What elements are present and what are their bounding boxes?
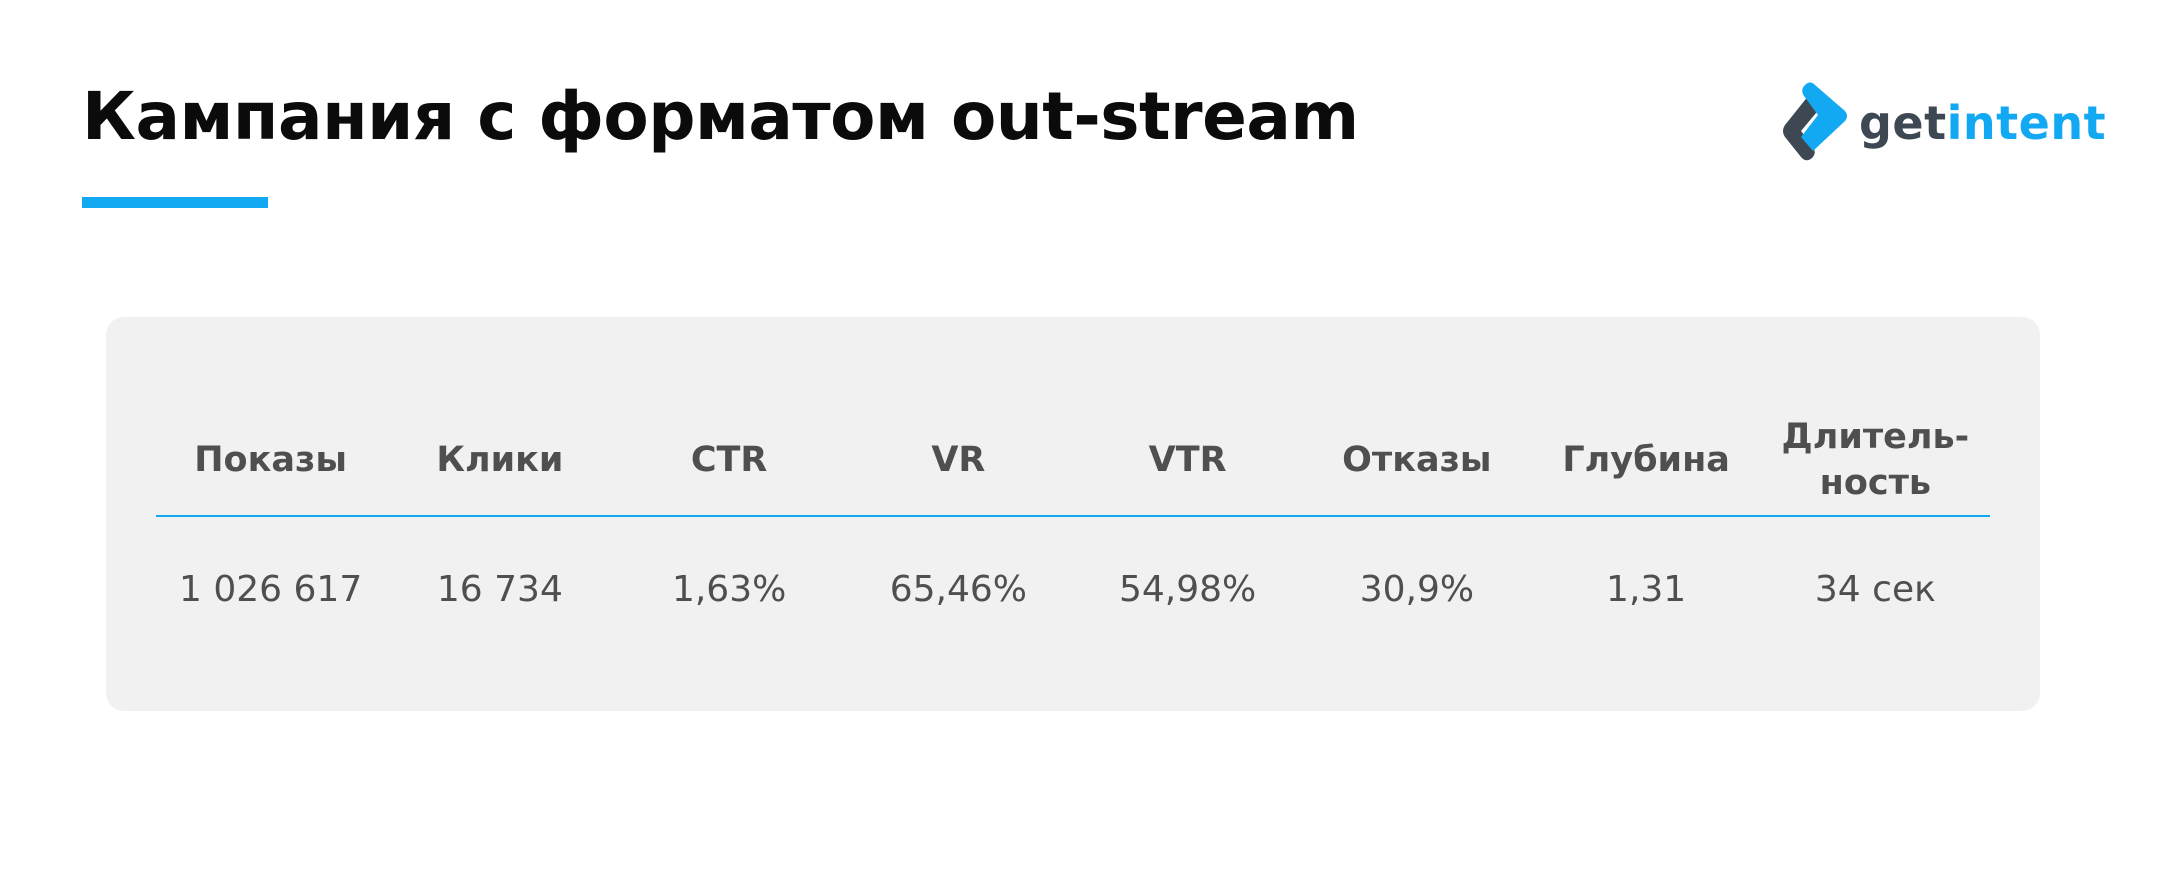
header-line: VR [931,440,986,480]
value-vr: 65,46% [889,569,1028,610]
metrics-panel: Показы Клики CTR VR VTR Отказы Глубина Д… [106,317,2040,711]
logo-text-intent: intent [1946,95,2107,150]
header-ctr: CTR [615,437,844,483]
header-depth: Глубина [1532,437,1761,483]
header-line: Показы [194,440,347,480]
header-line: CTR [690,440,768,480]
header-duration: Длитель- ность [1761,414,1990,506]
value-vtr: 54,98% [1118,569,1257,610]
value-duration: 34 сек [1814,569,1936,610]
header-line: ность [1819,463,1932,503]
page-title: Кампания с форматом out-stream [82,78,1359,155]
logo-wordmark: getintent [1859,93,2106,153]
value-bounces: 30,9% [1359,569,1475,610]
title-underline [82,197,268,208]
header-clicks: Клики [385,437,614,483]
header-divider [156,515,1990,517]
header-line: Глубина [1562,440,1730,480]
header-bounces: Отказы [1302,437,1531,483]
header-vtr: VTR [1073,437,1302,483]
header-shows: Показы [156,437,385,483]
header-vr: VR [844,437,1073,483]
logo-text-get: get [1859,95,1947,150]
header-line: Отказы [1342,440,1492,480]
value-depth: 1,31 [1606,569,1687,610]
getintent-logo-icon [1783,82,1847,160]
header-line: VTR [1148,440,1227,480]
header-line: Клики [436,440,564,480]
value-shows: 1 026 617 [179,569,363,610]
table-row: 1 026 617 16 734 1,63% 65,46% 54,98% 30,… [156,517,1990,663]
value-clicks: 16 734 [436,569,563,610]
value-ctr: 1,63% [671,569,787,610]
table-header-row: Показы Клики CTR VR VTR Отказы Глубина Д… [156,405,1990,515]
header-line: Длитель- [1781,417,1970,457]
getintent-logo: getintent [1779,80,2106,165]
metrics-table: Показы Клики CTR VR VTR Отказы Глубина Д… [156,405,1990,663]
